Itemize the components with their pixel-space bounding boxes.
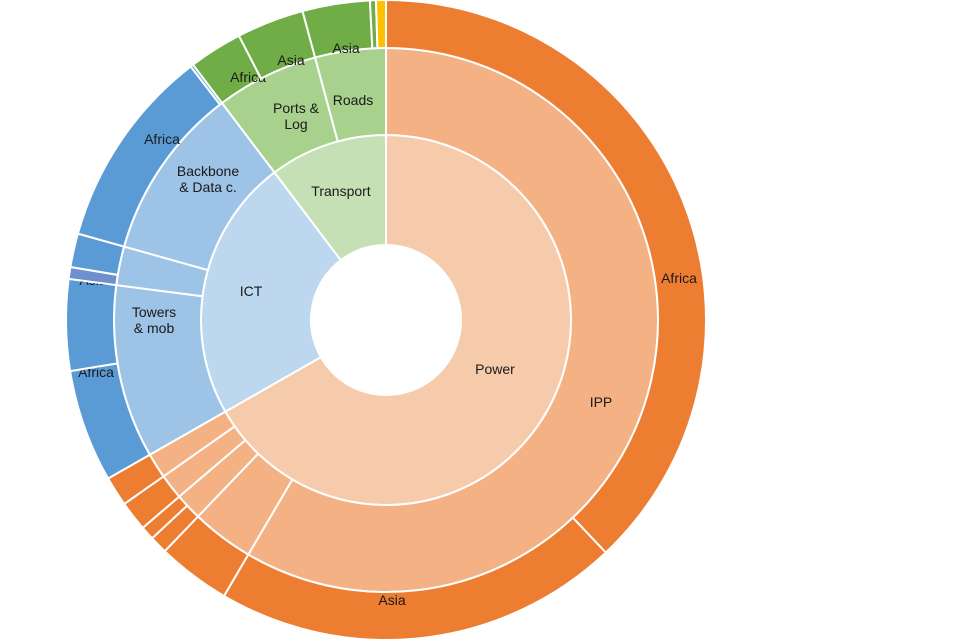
center-hole — [311, 245, 461, 395]
region-label-asia-1: Asia — [378, 592, 405, 608]
sector-label-transport-2: Transport — [311, 183, 371, 199]
subsector-label-ports-and-log-8: Ports & Log — [273, 100, 320, 132]
region-label-asia-15: Asia — [332, 40, 359, 56]
region-label-africa-0: Africa — [661, 270, 697, 286]
subsector-label-towers-and-mob-5: Towers & mob — [132, 304, 176, 336]
subsector-label-roads-9: Roads — [333, 92, 373, 108]
sector-label-ict-1: ICT — [240, 283, 263, 299]
region-segment-unlabeled-17 — [374, 0, 387, 50]
region-label-africa-11: Africa — [144, 131, 180, 147]
region-label-asia-14: Asia — [277, 52, 304, 68]
sector-label-power-0: Power — [475, 361, 515, 377]
subsector-label-ipp-0: IPP — [590, 394, 613, 410]
subsector-label-backbone-and-data-c-7: Backbone & Data c. — [177, 163, 239, 195]
region-segment-asia-8 — [65, 277, 119, 373]
